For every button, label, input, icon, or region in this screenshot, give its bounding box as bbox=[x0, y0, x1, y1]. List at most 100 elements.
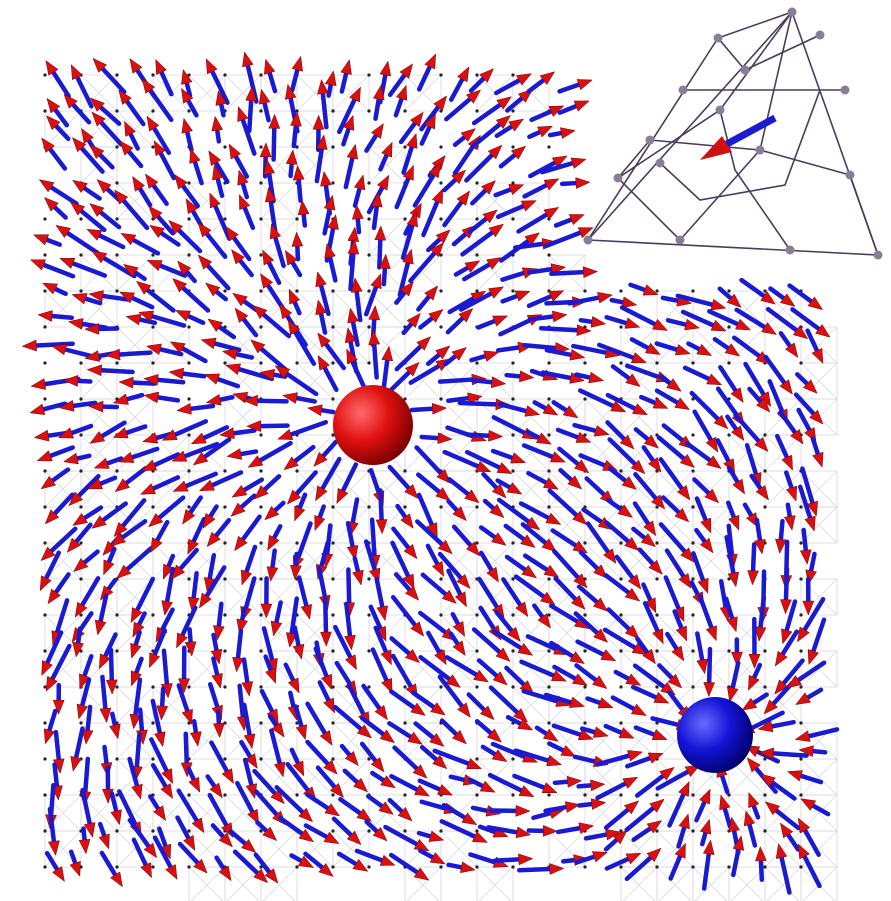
lattice-node bbox=[583, 685, 586, 688]
lattice-node bbox=[799, 865, 802, 868]
arrow-shaft bbox=[161, 153, 174, 178]
lattice-node bbox=[799, 793, 802, 796]
lattice-node bbox=[259, 721, 262, 724]
arrow-head bbox=[701, 518, 711, 533]
arrow-head bbox=[654, 692, 669, 703]
arrow-shaft bbox=[308, 795, 328, 808]
lattice-node bbox=[151, 613, 154, 616]
arrow-shaft bbox=[295, 302, 300, 313]
lattice-node bbox=[151, 757, 154, 760]
lattice-node bbox=[187, 217, 190, 220]
arrow-head bbox=[166, 864, 177, 879]
arrow-shaft bbox=[451, 777, 465, 780]
arrow-head bbox=[653, 398, 668, 409]
arrow-shaft bbox=[270, 73, 275, 91]
lattice-node bbox=[43, 613, 46, 616]
arrow-shaft bbox=[634, 828, 650, 839]
arrow-shaft bbox=[609, 610, 629, 630]
lattice-node bbox=[115, 217, 118, 220]
arrow-shaft bbox=[556, 220, 571, 226]
arrow-shaft bbox=[501, 241, 528, 261]
arrow-head bbox=[185, 642, 196, 656]
arrow-shaft bbox=[265, 103, 269, 120]
lattice-node bbox=[331, 577, 334, 580]
arrow-head bbox=[457, 67, 469, 82]
lattice-node bbox=[151, 685, 154, 688]
lattice-node bbox=[43, 73, 46, 76]
lattice-node bbox=[403, 145, 406, 148]
arrow-shaft bbox=[586, 835, 606, 839]
arrow-head bbox=[149, 653, 159, 668]
arrow-shaft bbox=[587, 479, 604, 495]
arrow-head bbox=[212, 673, 223, 688]
arrow-head bbox=[784, 515, 795, 530]
arrow-shaft bbox=[632, 339, 648, 348]
arrow-head bbox=[572, 674, 587, 686]
lattice-node bbox=[691, 541, 694, 544]
arrow-head bbox=[296, 725, 307, 740]
arrow-shaft bbox=[809, 729, 837, 736]
lattice-node bbox=[295, 541, 298, 544]
page: (() => { const data = JSON.parse(documen… bbox=[0, 0, 891, 901]
arrow-shaft bbox=[158, 380, 183, 382]
lattice-node bbox=[691, 505, 694, 508]
arrow-shaft bbox=[186, 734, 187, 763]
arrow-shaft bbox=[317, 149, 322, 181]
arrow-shaft bbox=[633, 687, 656, 697]
arrow-head bbox=[369, 330, 380, 344]
arrow-head bbox=[577, 79, 592, 89]
arrow-head bbox=[111, 810, 122, 825]
arrow-head bbox=[518, 854, 532, 865]
arrow-head bbox=[69, 318, 84, 329]
arrow-shaft bbox=[36, 344, 72, 346]
arrow-shaft bbox=[444, 202, 461, 225]
lattice-node bbox=[691, 361, 694, 364]
arrow-head bbox=[626, 853, 641, 864]
arrow-shaft bbox=[353, 499, 357, 522]
arrow-head bbox=[594, 426, 609, 437]
arrow-head bbox=[143, 433, 158, 444]
arrow-shaft bbox=[428, 633, 439, 653]
arrow-head bbox=[652, 629, 663, 644]
arrow-shaft bbox=[76, 525, 90, 542]
lattice-node bbox=[115, 829, 118, 832]
arrow-head bbox=[37, 451, 52, 461]
lattice-node bbox=[547, 721, 550, 724]
arrow-shaft bbox=[52, 316, 72, 318]
arrow-head bbox=[99, 834, 109, 849]
arrow-shaft bbox=[805, 856, 820, 885]
arrow-shaft bbox=[208, 776, 215, 786]
lattice-cell bbox=[261, 867, 297, 901]
arrow-shaft bbox=[419, 833, 430, 836]
arrow-shaft bbox=[217, 292, 226, 299]
arrow-shaft bbox=[515, 244, 543, 248]
arrow-shaft bbox=[643, 585, 650, 600]
lattice-node bbox=[547, 649, 550, 652]
lattice-node bbox=[619, 649, 622, 652]
arrow-shaft bbox=[162, 689, 163, 706]
arrow-head bbox=[484, 351, 499, 362]
arrow-head bbox=[560, 128, 575, 139]
arrow-shaft bbox=[479, 579, 496, 607]
arrow-shaft bbox=[423, 202, 437, 235]
arrow-head bbox=[313, 115, 324, 129]
arrow-shaft bbox=[71, 852, 75, 863]
arrow-shaft bbox=[243, 184, 247, 197]
arrow-shaft bbox=[813, 806, 828, 815]
arrow-head bbox=[552, 311, 567, 322]
arrow-head bbox=[435, 650, 447, 665]
arrow-shaft bbox=[157, 522, 167, 540]
arrow-shaft bbox=[57, 600, 67, 632]
lattice-node bbox=[331, 613, 334, 616]
arrow-head bbox=[720, 795, 731, 810]
lattice-node bbox=[511, 649, 514, 652]
arrow-head bbox=[497, 463, 512, 474]
arrow-shaft bbox=[419, 67, 430, 90]
arrow-head bbox=[711, 299, 726, 310]
arrow-shaft bbox=[53, 72, 68, 96]
arrow-head bbox=[697, 344, 712, 355]
arrow-shaft bbox=[342, 746, 349, 755]
arrow-shaft bbox=[124, 201, 147, 228]
arrow-head bbox=[182, 709, 192, 724]
lattice-node bbox=[151, 325, 154, 328]
